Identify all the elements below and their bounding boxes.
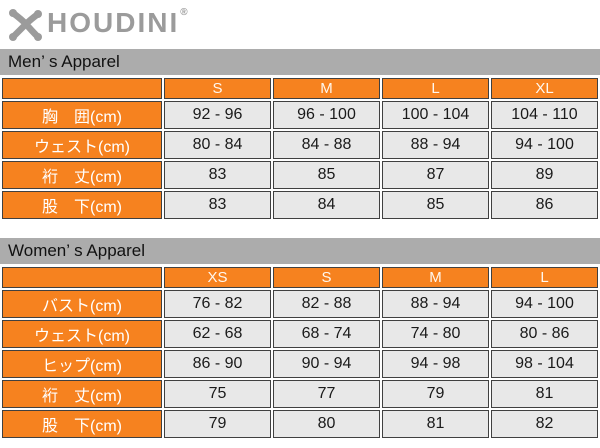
- size-header-s: S: [273, 267, 380, 288]
- womens-size-header-row: XS S M L: [2, 267, 598, 288]
- value-cell: 94 - 100: [491, 131, 598, 159]
- value-cell: 98 - 104: [491, 350, 598, 378]
- row-label-sleeve: 裄 丈(cm): [2, 380, 162, 408]
- size-header-m: M: [273, 78, 380, 99]
- mens-size-header-row: S M L XL: [2, 78, 598, 99]
- registered-trademark: ®: [180, 7, 188, 18]
- value-cell: 83: [164, 161, 271, 189]
- value-cell: 104 - 110: [491, 101, 598, 129]
- table-row-bust: バスト(cm) 76 - 82 82 - 88 88 - 94 94 - 100: [2, 290, 598, 318]
- value-cell: 77: [273, 380, 380, 408]
- row-label-bust: バスト(cm): [2, 290, 162, 318]
- value-cell: 81: [491, 380, 598, 408]
- table-row-sleeve: 裄 丈(cm) 83 85 87 89: [2, 161, 598, 189]
- row-label-waist: ウェスト(cm): [2, 131, 162, 159]
- size-header-xs: XS: [164, 267, 271, 288]
- row-label-sleeve: 裄 丈(cm): [2, 161, 162, 189]
- brand-wordmark: HOUDINI: [47, 7, 180, 38]
- size-header-l: L: [382, 78, 489, 99]
- mens-section-title: Men’ s Apparel: [0, 49, 600, 75]
- value-cell: 84 - 88: [273, 131, 380, 159]
- houdini-logo: HOUDINI ®: [0, 0, 600, 46]
- value-cell: 74 - 80: [382, 320, 489, 348]
- table-row-inseam: 股 下(cm) 79 80 81 82: [2, 410, 598, 438]
- value-cell: 87: [382, 161, 489, 189]
- value-cell: 89: [491, 161, 598, 189]
- value-cell: 80: [273, 410, 380, 438]
- value-cell: 90 - 94: [273, 350, 380, 378]
- row-label-inseam: 股 下(cm): [2, 191, 162, 219]
- value-cell: 75: [164, 380, 271, 408]
- table-row-waist: ウェスト(cm) 80 - 84 84 - 88 88 - 94 94 - 10…: [2, 131, 598, 159]
- value-cell: 62 - 68: [164, 320, 271, 348]
- value-cell: 83: [164, 191, 271, 219]
- value-cell: 82: [491, 410, 598, 438]
- value-cell: 80 - 86: [491, 320, 598, 348]
- value-cell: 92 - 96: [164, 101, 271, 129]
- table-row-chest: 胸 囲(cm) 92 - 96 96 - 100 100 - 104 104 -…: [2, 101, 598, 129]
- value-cell: 96 - 100: [273, 101, 380, 129]
- womens-size-table: XS S M L バスト(cm) 76 - 82 82 - 88 88 - 94…: [0, 265, 600, 440]
- value-cell: 81: [382, 410, 489, 438]
- womens-section-title: Women’ s Apparel: [0, 238, 600, 264]
- houdini-doodleman-icon: [9, 9, 42, 41]
- size-header-l: L: [491, 267, 598, 288]
- table-row-inseam: 股 下(cm) 83 84 85 86: [2, 191, 598, 219]
- table-row-waist: ウェスト(cm) 62 - 68 68 - 74 74 - 80 80 - 86: [2, 320, 598, 348]
- value-cell: 94 - 100: [491, 290, 598, 318]
- value-cell: 76 - 82: [164, 290, 271, 318]
- corner-cell: [2, 78, 162, 99]
- row-label-chest: 胸 囲(cm): [2, 101, 162, 129]
- value-cell: 68 - 74: [273, 320, 380, 348]
- value-cell: 79: [164, 410, 271, 438]
- value-cell: 80 - 84: [164, 131, 271, 159]
- value-cell: 82 - 88: [273, 290, 380, 318]
- value-cell: 85: [273, 161, 380, 189]
- value-cell: 100 - 104: [382, 101, 489, 129]
- value-cell: 86: [491, 191, 598, 219]
- section-spacer: [0, 221, 600, 235]
- value-cell: 88 - 94: [382, 131, 489, 159]
- corner-cell: [2, 267, 162, 288]
- size-header-s: S: [164, 78, 271, 99]
- table-row-sleeve: 裄 丈(cm) 75 77 79 81: [2, 380, 598, 408]
- value-cell: 79: [382, 380, 489, 408]
- value-cell: 94 - 98: [382, 350, 489, 378]
- table-row-hip: ヒップ(cm) 86 - 90 90 - 94 94 - 98 98 - 104: [2, 350, 598, 378]
- value-cell: 84: [273, 191, 380, 219]
- row-label-hip: ヒップ(cm): [2, 350, 162, 378]
- value-cell: 85: [382, 191, 489, 219]
- size-header-xl: XL: [491, 78, 598, 99]
- value-cell: 88 - 94: [382, 290, 489, 318]
- value-cell: 86 - 90: [164, 350, 271, 378]
- size-header-m: M: [382, 267, 489, 288]
- mens-size-table: S M L XL 胸 囲(cm) 92 - 96 96 - 100 100 - …: [0, 76, 600, 221]
- row-label-waist: ウェスト(cm): [2, 320, 162, 348]
- row-label-inseam: 股 下(cm): [2, 410, 162, 438]
